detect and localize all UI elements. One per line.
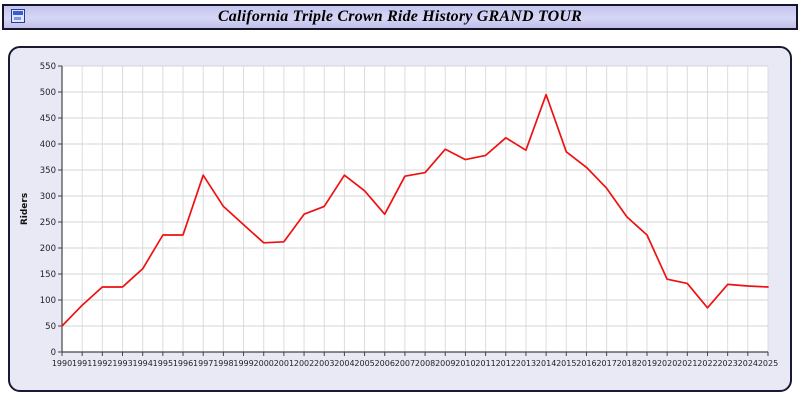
x-tick-label: 1998: [213, 359, 233, 368]
y-tick-label: 350: [40, 166, 56, 176]
x-tick-label: 1997: [193, 359, 213, 368]
x-tick-label: 2001: [274, 359, 294, 368]
header-bar: California Triple Crown Ride History GRA…: [2, 4, 798, 30]
riders-series-line: [61, 93, 769, 327]
x-tick-label: 2009: [435, 359, 455, 368]
x-tick-label: 2007: [395, 359, 415, 368]
x-tick-label: 2003: [314, 359, 334, 368]
chart-panel: 0 50 100 150 200 250 300 350 400 450 500 550 1990 199…: [8, 46, 792, 392]
x-tick-label: 1990: [52, 359, 72, 368]
x-tick-label: 2019: [637, 359, 657, 368]
y-tick-label: 100: [40, 296, 56, 306]
y-tick-label: 500: [40, 88, 56, 98]
x-tick-label: 1991: [72, 359, 92, 368]
x-tick-label: 2023: [717, 359, 737, 368]
x-tick-label: 2002: [294, 359, 314, 368]
x-tick-label: 1999: [233, 359, 253, 368]
y-tick-label: 150: [40, 270, 56, 280]
window-icon: [11, 9, 25, 23]
plot-area: [62, 66, 768, 352]
page-title: California Triple Crown Ride History GRA…: [217, 8, 583, 25]
y-tick-label: 400: [40, 140, 56, 150]
x-tick-label: 2021: [677, 359, 697, 368]
x-tick-label: 1995: [153, 359, 173, 368]
x-tick-label: 2000: [254, 359, 274, 368]
y-tick-label: 250: [40, 218, 56, 228]
x-tick-label: 2022: [697, 359, 717, 368]
x-tick-label: 1992: [92, 359, 112, 368]
x-tick-label: 1994: [133, 359, 153, 368]
y-tick-label: 200: [40, 244, 56, 254]
y-axis-label: Riders: [20, 193, 30, 225]
x-tick-label: 2010: [455, 359, 475, 368]
y-tick-label: 300: [40, 192, 56, 202]
x-tick-label: 2013: [516, 359, 536, 368]
y-tick-label: 550: [40, 62, 56, 72]
x-tick-label: 1993: [112, 359, 132, 368]
x-tick-label: 2008: [415, 359, 435, 368]
y-tick-label: 50: [45, 322, 56, 332]
x-tick-label: 2020: [657, 359, 677, 368]
x-tick-label: 2017: [596, 359, 616, 368]
x-tick-label: 2005: [354, 359, 374, 368]
x-tick-label: 2016: [576, 359, 596, 368]
x-tick-label: 2006: [375, 359, 395, 368]
x-tick-label: 2024: [738, 359, 758, 368]
x-tick-label: 2004: [334, 359, 354, 368]
x-tick-label: 2025: [758, 359, 778, 368]
y-tick-label: 0: [51, 348, 56, 358]
x-tick-label: 2012: [496, 359, 516, 368]
x-tick-label: 1996: [173, 359, 193, 368]
x-tick-label: 2014: [536, 359, 556, 368]
x-tick-label: 2015: [556, 359, 576, 368]
x-tick-label: 2018: [617, 359, 637, 368]
y-tick-label: 450: [40, 114, 56, 124]
x-tick-label: 2011: [475, 359, 495, 368]
